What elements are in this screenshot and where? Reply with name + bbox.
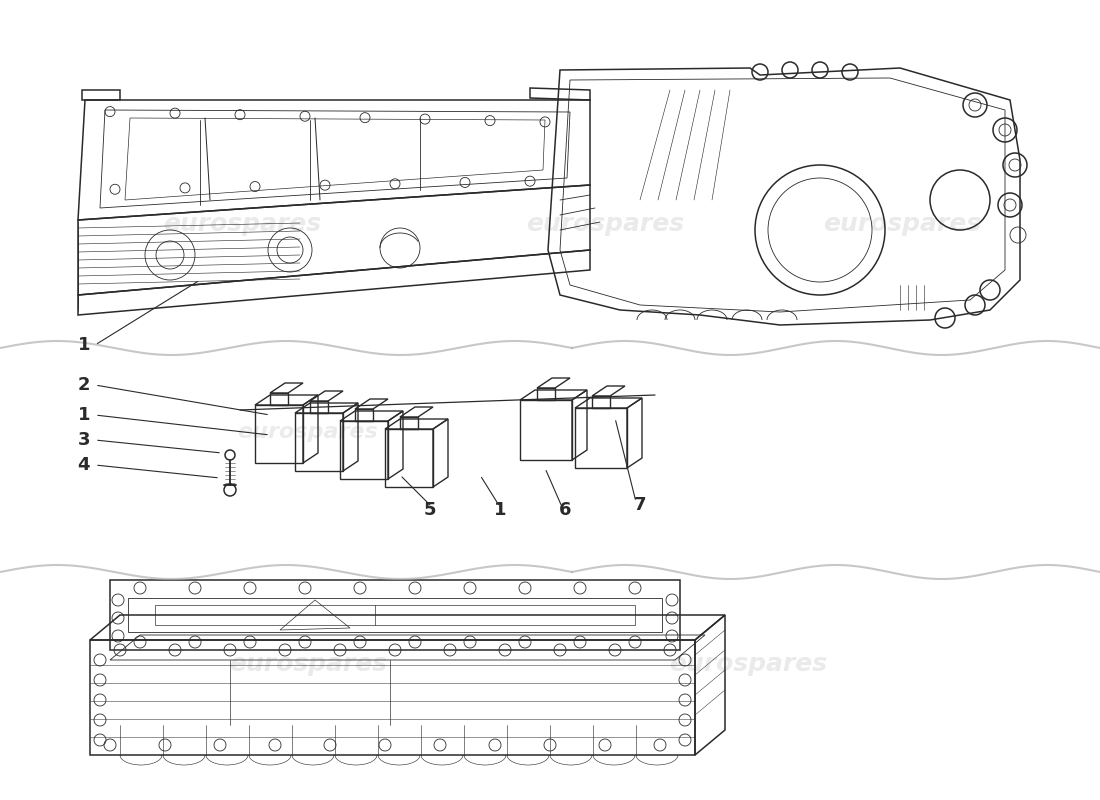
Text: 4: 4 [77, 456, 90, 474]
Text: 3: 3 [77, 431, 90, 449]
Text: 7: 7 [634, 496, 647, 514]
Text: eurospares: eurospares [238, 422, 378, 442]
Text: 6: 6 [559, 501, 571, 519]
Text: eurospares: eurospares [229, 652, 387, 676]
Text: eurospares: eurospares [526, 212, 684, 236]
Text: 1: 1 [77, 406, 90, 424]
Text: eurospares: eurospares [669, 652, 827, 676]
Text: 2: 2 [77, 376, 90, 394]
Text: 1: 1 [494, 501, 506, 519]
Text: eurospares: eurospares [163, 212, 321, 236]
Text: eurospares: eurospares [823, 212, 981, 236]
Text: 5: 5 [424, 501, 437, 519]
Text: 1: 1 [77, 336, 90, 354]
